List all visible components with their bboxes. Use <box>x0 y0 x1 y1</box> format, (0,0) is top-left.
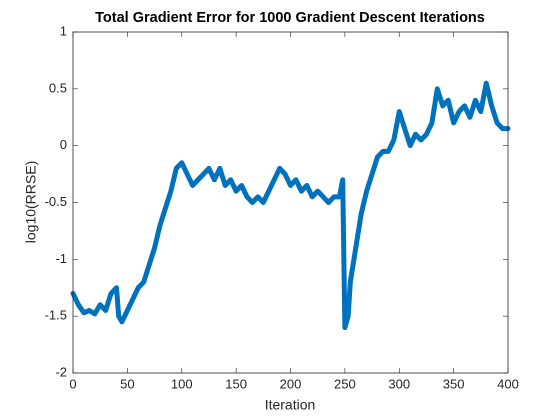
y-tick-label: -1 <box>55 251 67 266</box>
x-tick-label: 100 <box>171 376 193 391</box>
axes-box <box>72 31 509 374</box>
x-tick-label: 0 <box>69 376 76 391</box>
x-tick-label: 150 <box>225 376 247 391</box>
chart-title: Total Gradient Error for 1000 Gradient D… <box>95 10 485 26</box>
x-tick-label: 350 <box>443 376 465 391</box>
x-tick-label: 300 <box>388 376 410 391</box>
y-tick-label: 0.5 <box>49 80 67 95</box>
x-tick-label: 200 <box>280 376 302 391</box>
y-tick-label: -0.5 <box>45 194 67 209</box>
y-axis-label: log10(RRSE) <box>23 161 39 243</box>
y-tick-label: -1.5 <box>45 308 67 323</box>
x-axis-label: Iteration <box>265 397 316 413</box>
data-line <box>70 80 511 331</box>
y-tick-label: 0 <box>60 137 67 152</box>
x-tick-label: 250 <box>334 376 356 391</box>
x-tick-label: 400 <box>497 376 519 391</box>
x-tick-label: 50 <box>120 376 134 391</box>
y-tick-label: 1 <box>60 23 67 38</box>
y-tick-label: -2 <box>55 364 67 379</box>
